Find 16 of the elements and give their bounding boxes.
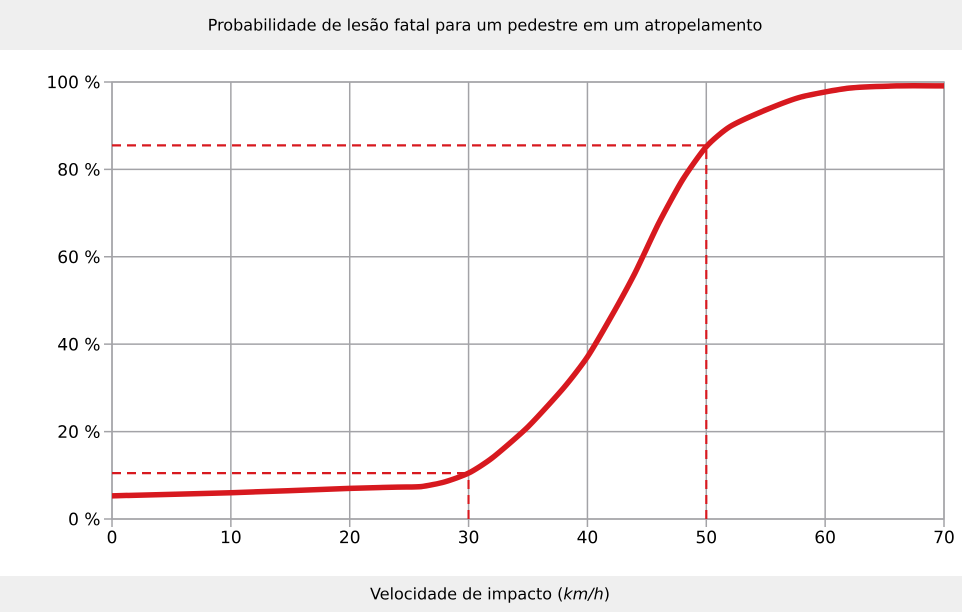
y-tick-label: 40 % [58, 338, 100, 351]
x-axis-title: Velocidade de impacto (km/h) [370, 587, 609, 603]
chart-title: Probabilidade de lesão fatal para um pedestre em um atropelamento [209, 18, 762, 34]
x-tick-label: 40 [577, 530, 598, 544]
x-tick-label: 0 [108, 530, 116, 544]
y-tick-label: 80 % [58, 162, 100, 176]
x-tick-label: 60 [816, 530, 835, 544]
y-tick-label: 0 % [69, 512, 100, 526]
y-tick-label: 20 % [58, 425, 100, 438]
x-tick-label: 30 [459, 530, 478, 544]
y-tick-label: 60 % [58, 250, 100, 264]
x-tick-label: 10 [222, 530, 241, 544]
x-tick-label: 70 [934, 530, 954, 544]
x-tick-label: 50 [696, 530, 716, 544]
y-tick-label: 100 % [48, 76, 100, 88]
x-tick-label: 20 [340, 530, 360, 544]
